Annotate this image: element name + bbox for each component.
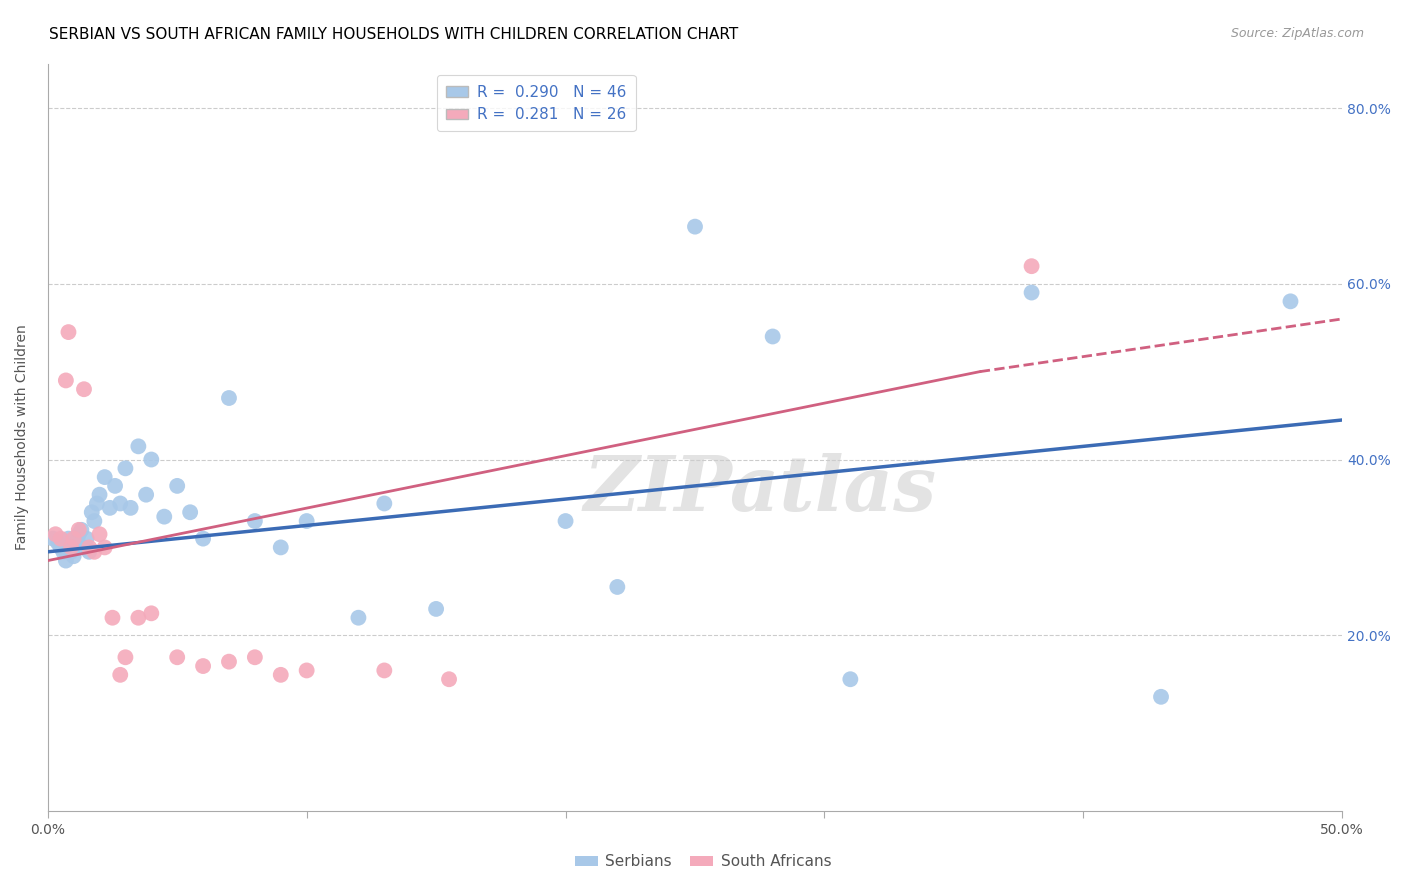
Point — [58, 532, 80, 546]
Point — [89, 527, 111, 541]
Point — [179, 505, 201, 519]
Point — [1279, 294, 1302, 309]
Point — [58, 325, 80, 339]
Point — [191, 659, 214, 673]
Point — [166, 479, 188, 493]
Point — [1021, 285, 1043, 300]
Point — [110, 668, 132, 682]
Point — [437, 672, 460, 686]
Point — [425, 602, 447, 616]
Point — [77, 541, 100, 555]
Point — [62, 549, 84, 564]
Text: ZIPatlas: ZIPatlas — [583, 453, 936, 527]
Point — [120, 500, 142, 515]
Point — [49, 532, 72, 546]
Point — [295, 664, 318, 678]
Point — [839, 672, 862, 686]
Point — [218, 391, 240, 405]
Point — [80, 505, 103, 519]
Point — [77, 545, 100, 559]
Point — [114, 461, 136, 475]
Point — [114, 650, 136, 665]
Point — [295, 514, 318, 528]
Point — [93, 470, 115, 484]
Point — [62, 532, 84, 546]
Point — [127, 439, 149, 453]
Point — [65, 536, 87, 550]
Point — [218, 655, 240, 669]
Point — [1150, 690, 1173, 704]
Point — [60, 541, 83, 555]
Point — [76, 532, 98, 546]
Point — [127, 611, 149, 625]
Point — [86, 496, 108, 510]
Point — [373, 664, 395, 678]
Legend: R =  0.290   N = 46, R =  0.281   N = 26: R = 0.290 N = 46, R = 0.281 N = 26 — [437, 76, 636, 131]
Point — [55, 373, 77, 387]
Point — [67, 523, 90, 537]
Point — [141, 607, 163, 621]
Point — [270, 668, 292, 682]
Point — [73, 382, 96, 396]
Point — [347, 611, 370, 625]
Point — [44, 527, 66, 541]
Point — [606, 580, 628, 594]
Point — [60, 545, 83, 559]
Legend: Serbians, South Africans: Serbians, South Africans — [568, 848, 838, 875]
Text: Source: ZipAtlas.com: Source: ZipAtlas.com — [1230, 27, 1364, 40]
Point — [191, 532, 214, 546]
Point — [762, 329, 785, 343]
Point — [153, 509, 176, 524]
Text: SERBIAN VS SOUTH AFRICAN FAMILY HOUSEHOLDS WITH CHILDREN CORRELATION CHART: SERBIAN VS SOUTH AFRICAN FAMILY HOUSEHOL… — [49, 27, 738, 42]
Point — [46, 536, 69, 550]
Point — [243, 650, 266, 665]
Point — [89, 488, 111, 502]
Point — [67, 527, 90, 541]
Point — [49, 541, 72, 555]
Point — [270, 541, 292, 555]
Point — [104, 479, 127, 493]
Point — [93, 541, 115, 555]
Point — [373, 496, 395, 510]
Point — [55, 553, 77, 567]
Point — [83, 545, 105, 559]
Point — [141, 452, 163, 467]
Point — [70, 523, 93, 537]
Point — [98, 500, 121, 515]
Point — [83, 514, 105, 528]
Point — [243, 514, 266, 528]
Point — [1021, 259, 1043, 273]
Point — [52, 545, 75, 559]
Point — [683, 219, 706, 234]
Point — [73, 541, 96, 555]
Point — [110, 496, 132, 510]
Y-axis label: Family Households with Children: Family Households with Children — [15, 325, 30, 550]
Point — [135, 488, 157, 502]
Point — [42, 532, 65, 546]
Point — [101, 611, 124, 625]
Point — [166, 650, 188, 665]
Point — [554, 514, 576, 528]
